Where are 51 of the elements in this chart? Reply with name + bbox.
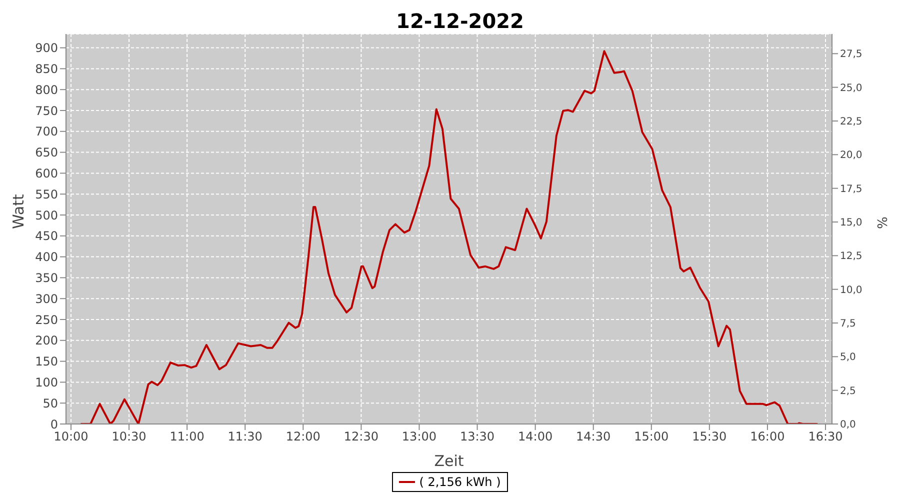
y-tick-label: 500 <box>35 208 58 222</box>
y-tick-label: 50 <box>42 396 58 410</box>
y-tick-label: 200 <box>35 334 58 348</box>
y2-tick-label: 10,0 <box>840 284 862 296</box>
y2-tick-label: 20,0 <box>840 150 862 162</box>
x-tick-label: 11:00 <box>170 430 204 444</box>
y-tick-label: 850 <box>35 62 58 76</box>
x-tick-label: 14:00 <box>518 430 553 444</box>
x-tick-label: 11:30 <box>228 430 262 444</box>
x-tick-label: 15:30 <box>692 430 727 444</box>
y-tick-label: 650 <box>35 146 58 160</box>
y-tick-label: 400 <box>35 250 58 264</box>
y2-axis-title: % <box>873 216 888 229</box>
y2-tick-label: 0,0 <box>840 420 856 431</box>
y-tick-label: 300 <box>35 292 58 306</box>
y-tick-label: 0 <box>50 417 58 432</box>
x-tick-label: 10:30 <box>112 430 146 444</box>
x-tick-label: 15:00 <box>634 430 669 444</box>
y2-tick-label: 25,0 <box>840 82 862 94</box>
y-tick-label: 800 <box>35 82 58 97</box>
y-tick-label: 350 <box>35 270 58 285</box>
y-tick-label: 600 <box>35 166 58 180</box>
x-tick-label: 12:00 <box>286 430 320 444</box>
y-axis-title: Watt <box>9 194 28 229</box>
x-tick-label: 12:30 <box>344 430 378 444</box>
y2-tick-label: 22,5 <box>840 116 862 128</box>
chart-title: 12-12-2022 <box>395 8 525 34</box>
y2-tick-label: 7,5 <box>840 318 856 330</box>
x-tick-label: 10:00 <box>54 430 88 444</box>
y-tick-label: 550 <box>35 187 58 202</box>
x-tick-label: 16:00 <box>750 430 785 444</box>
y2-tick-label: 27,5 <box>840 49 862 60</box>
y-tick-label: 750 <box>35 104 58 118</box>
y2-tick-label: 17,5 <box>840 184 862 195</box>
x-tick-label: 13:30 <box>460 430 495 444</box>
y2-tick-label: 2,5 <box>840 386 856 397</box>
y2-tick-label: 15,0 <box>840 218 862 229</box>
legend-label: ( 2,156 kWh ) <box>419 475 501 489</box>
y-tick-label: 250 <box>35 312 58 327</box>
x-tick-label: 16:30 <box>808 430 843 444</box>
y-tick-label: 700 <box>35 124 58 139</box>
y2-tick-label: 12,5 <box>840 251 862 262</box>
y-tick-label: 450 <box>35 229 58 244</box>
x-axis-title: Zeit <box>434 452 464 470</box>
y2-tick-label: 5,0 <box>840 352 856 364</box>
x-tick-label: 14:30 <box>576 430 611 444</box>
y-tick-label: 100 <box>35 375 58 390</box>
line-series <box>80 50 818 424</box>
x-tick-label: 13:00 <box>402 430 437 444</box>
y-tick-label: 900 <box>35 41 58 56</box>
y-tick-label: 150 <box>35 354 58 369</box>
